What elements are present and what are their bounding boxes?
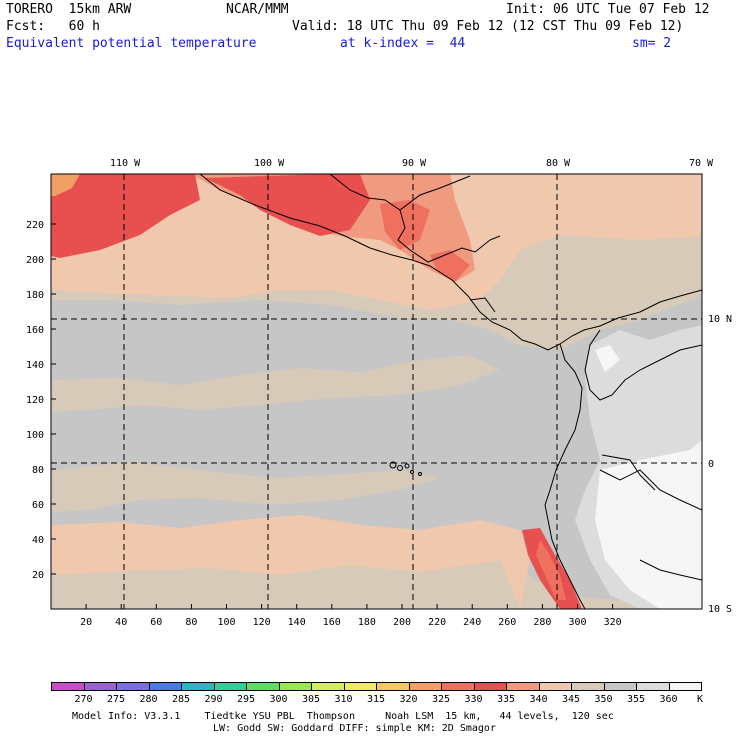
latlon-grid [51, 174, 702, 609]
x-tick-label: 220 [428, 617, 446, 628]
colorbar-label: 290 [204, 694, 223, 705]
x-tick-label: 60 [150, 617, 162, 628]
y-tick-label: 120 [26, 395, 44, 406]
colorbar-label: 335 [496, 694, 516, 705]
x-axis: 20 40 60 80 100 120 140 160 180 200 220 240 260 280 30… [80, 604, 622, 628]
lon-label-80w: 80 W [546, 158, 571, 169]
colorbar-label: 310 [334, 694, 353, 705]
colorbar-swatch [116, 682, 150, 691]
colorbar-swatch [148, 682, 182, 691]
y-tick-label: 180 [26, 290, 44, 301]
coastlines [199, 174, 702, 609]
x-tick-label: 240 [463, 617, 481, 628]
forecast-hour: Fcst: 60 h [6, 19, 100, 34]
colorbar-swatch [376, 682, 410, 691]
colorbar-swatch [311, 682, 345, 691]
x-tick-label: 320 [604, 617, 622, 628]
colorbar-label: 360 [659, 694, 678, 705]
colorbar-swatch [668, 682, 702, 691]
map-panel: 220 200 180 160 140 120 100 80 60 40 20 20 40 60 80 10… [26, 158, 732, 628]
colorbar-swatch [538, 682, 572, 691]
x-tick-label: 20 [80, 617, 92, 628]
x-tick-label: 260 [498, 617, 516, 628]
colorbar-unit: K [696, 694, 704, 705]
center-name: NCAR/MMM [226, 2, 289, 17]
colorbar-label: 285 [171, 694, 191, 705]
colorbar-label: 315 [366, 694, 386, 705]
colorbar-swatch [51, 682, 85, 691]
map-frame [50, 173, 703, 610]
colorbar-swatch [636, 682, 670, 691]
level-label: at k-index = 44 [340, 36, 466, 51]
valid-time: Valid: 18 UTC Thu 09 Feb 12 (12 CST Thu … [292, 19, 684, 34]
init-time: Init: 06 UTC Tue 07 Feb 12 [506, 2, 710, 17]
field-name: Equivalent potential temperature [6, 36, 257, 51]
y-tick-label: 100 [26, 430, 44, 441]
y-tick-label: 20 [32, 570, 44, 581]
colorbar-swatch [506, 682, 540, 691]
lon-label-110w: 110 W [110, 158, 141, 169]
colorbar-label: 350 [594, 694, 613, 705]
colorbar-swatch [603, 682, 637, 691]
colorbar-label: 320 [399, 694, 418, 705]
lat-label-10s: 10 S [708, 604, 732, 615]
x-tick-label: 140 [288, 617, 306, 628]
lat-label-10n: 10 N [708, 314, 732, 325]
colorbar-label: 270 [74, 694, 93, 705]
colorbar-label: 295 [236, 694, 256, 705]
y-tick-label: 160 [26, 325, 44, 336]
colorbar-label: 300 [269, 694, 288, 705]
x-tick-label: 120 [253, 617, 271, 628]
colorbar-swatch [441, 682, 475, 691]
smooth-label: sm= 2 [632, 36, 672, 51]
galapagos-islands [389, 461, 422, 476]
colorbar-label: 275 [106, 694, 126, 705]
colorbar-label: 280 [139, 694, 158, 705]
x-tick-label: 280 [533, 617, 551, 628]
y-tick-label: 60 [32, 500, 44, 511]
x-tick-label: 40 [115, 617, 127, 628]
x-tick-label: 180 [358, 617, 376, 628]
colorbar-swatch [571, 682, 605, 691]
colorbar-swatch [343, 682, 377, 691]
colorbar-label: 330 [464, 694, 483, 705]
colorbar-swatch [278, 682, 312, 691]
x-tick-label: 300 [568, 617, 586, 628]
colorbar-swatch [213, 682, 247, 691]
colorbar-swatch [246, 682, 280, 691]
x-tick-label: 200 [393, 617, 411, 628]
y-tick-label: 200 [26, 255, 44, 266]
colorbar-label: 340 [529, 694, 548, 705]
colorbar-swatch [83, 682, 117, 691]
theta-e-field [51, 174, 702, 609]
y-tick-label: 40 [32, 535, 44, 546]
colorbar-swatch [181, 682, 215, 691]
lat-label-0: 0 [708, 459, 714, 470]
x-tick-label: 80 [185, 617, 197, 628]
y-axis: 220 200 180 160 140 120 100 80 60 40 20 [26, 220, 56, 581]
y-tick-label: 140 [26, 360, 44, 371]
colorbar-label: 355 [626, 694, 646, 705]
lon-label-100w: 100 W [254, 158, 285, 169]
colorbar-label: 345 [561, 694, 581, 705]
x-tick-label: 100 [217, 617, 235, 628]
colorbar-label: 325 [431, 694, 451, 705]
colorbar-label: 305 [301, 694, 321, 705]
colorbar-swatch [473, 682, 507, 691]
lon-label-70w: 70 W [689, 158, 714, 169]
x-tick-label: 160 [323, 617, 341, 628]
lon-label-90w: 90 W [402, 158, 427, 169]
y-tick-label: 220 [26, 220, 44, 231]
colorbar-swatch [408, 682, 442, 691]
model-info-line2: LW: Godd SW: Goddard DIFF: simple KM: 2D… [213, 723, 496, 734]
y-tick-label: 80 [32, 465, 44, 476]
model-info-line1: Model Info: V3.3.1 Tiedtke YSU PBL Thomp… [72, 711, 614, 722]
model-name: TORERO 15km ARW [6, 2, 132, 17]
